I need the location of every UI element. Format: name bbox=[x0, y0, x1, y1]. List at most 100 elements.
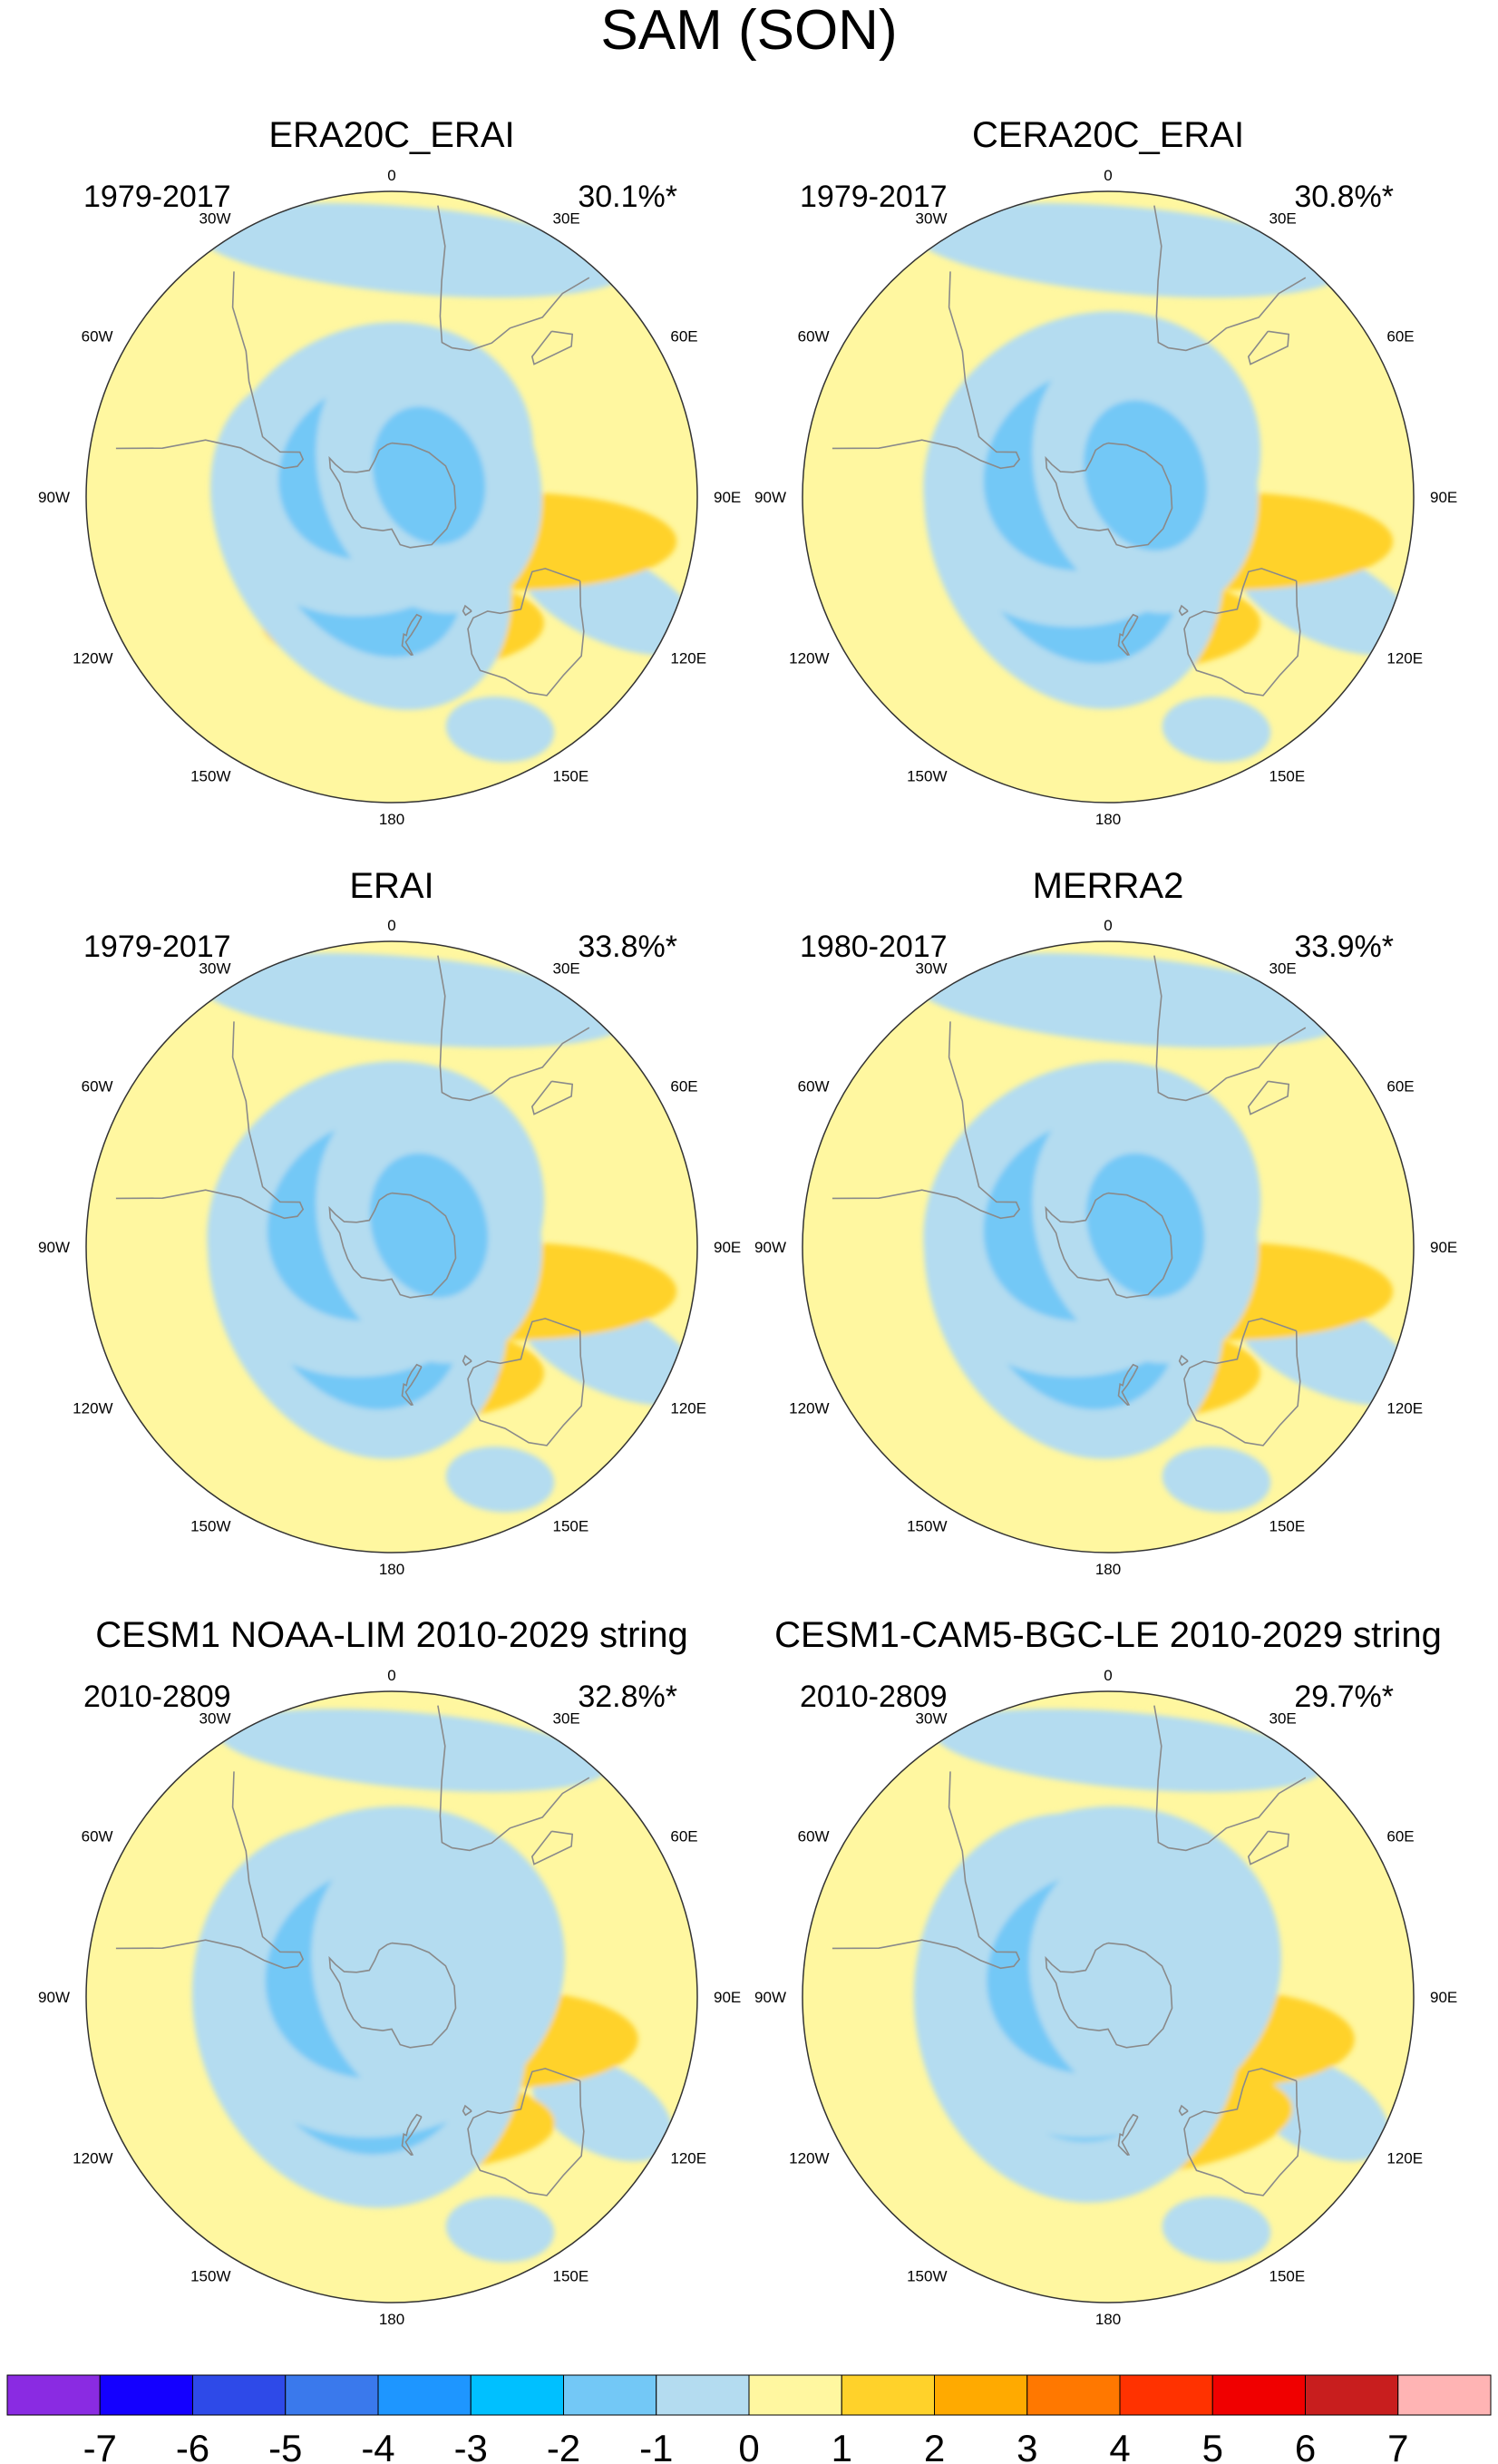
longitude-label: 150E bbox=[553, 767, 589, 784]
longitude-label: 150W bbox=[907, 767, 947, 784]
longitude-label: 60W bbox=[82, 1828, 113, 1846]
colorbar-label: 3 bbox=[1016, 2427, 1037, 2464]
colorbar-label: 4 bbox=[1109, 2427, 1130, 2464]
coastline-newzealand bbox=[401, 2113, 423, 2156]
coastline-antarctica bbox=[1045, 1942, 1173, 2049]
colorbar-label: 0 bbox=[738, 2427, 759, 2464]
coastline-samerica bbox=[832, 1771, 1021, 1970]
map-boundary bbox=[85, 940, 698, 1553]
coastline-australia bbox=[1183, 1318, 1301, 1446]
longitude-label: 150E bbox=[1269, 767, 1306, 784]
longitude-label: 90E bbox=[714, 1989, 741, 2006]
longitude-label: 30E bbox=[553, 210, 580, 228]
weak-negative-contour bbox=[218, 1709, 608, 1792]
coastline-australia bbox=[467, 568, 585, 696]
longitude-label: 150W bbox=[190, 767, 230, 784]
coastline-newzealand bbox=[1117, 1363, 1139, 1406]
longitude-label: 30E bbox=[1269, 210, 1297, 228]
colorbar-swatch bbox=[377, 2374, 472, 2416]
longitude-label: 0 bbox=[387, 917, 395, 934]
coastline-tasmania bbox=[1178, 2104, 1189, 2117]
anomaly-field bbox=[913, 1709, 1389, 2263]
weak-negative-contour bbox=[197, 203, 630, 298]
coastline-tasmania bbox=[1178, 604, 1189, 617]
colorbar-swatch bbox=[6, 2374, 101, 2416]
coastline-newzealand bbox=[1117, 2113, 1139, 2156]
map-panel-4: MERRA2 1980-2017 33.9%* 0 30E 60E 90E 120E 150E 1… bbox=[754, 866, 1457, 1578]
negative-contour bbox=[1028, 1850, 1252, 2107]
coastline-madagascar bbox=[530, 1080, 574, 1115]
negative-contour bbox=[1084, 400, 1207, 551]
coastline-africa bbox=[437, 955, 590, 1102]
longitude-label: 90E bbox=[714, 1239, 741, 1256]
coastline-africa bbox=[1153, 1705, 1307, 1852]
colorbar-swatch bbox=[748, 2374, 842, 2416]
longitude-label: 150E bbox=[1269, 2267, 1306, 2284]
colorbar-swatch bbox=[934, 2374, 1028, 2416]
map-boundary bbox=[85, 190, 698, 803]
longitude-label: 180 bbox=[1095, 1561, 1121, 1578]
colorbar-label: -3 bbox=[454, 2427, 488, 2464]
longitude-label: 60E bbox=[670, 1078, 697, 1096]
longitude-label: 90W bbox=[38, 1989, 70, 2006]
coastline-madagascar bbox=[1247, 1830, 1290, 1865]
longitude-label: 90E bbox=[1430, 1239, 1457, 1256]
longitude-label: 180 bbox=[379, 1561, 404, 1578]
longitude-label: 30W bbox=[199, 210, 231, 228]
longitude-label: 150W bbox=[190, 2267, 230, 2284]
panel-period: 2010-2809 bbox=[800, 1680, 948, 1714]
longitude-label: 30W bbox=[199, 1710, 231, 1728]
longitude-label: 120W bbox=[789, 650, 829, 667]
panel-variance: 33.8%* bbox=[578, 930, 677, 964]
longitude-label: 0 bbox=[387, 1667, 395, 1684]
longitude-label: 0 bbox=[387, 167, 395, 184]
panel-title: CERA20C_ERAI bbox=[972, 115, 1244, 155]
colorbar-label: -4 bbox=[361, 2427, 394, 2464]
longitude-label: 30E bbox=[553, 960, 580, 978]
coastline-samerica bbox=[832, 1021, 1021, 1220]
longitude-label: 60E bbox=[1386, 1078, 1414, 1096]
anomaly-field bbox=[913, 203, 1414, 763]
longitude-label: 180 bbox=[1095, 2311, 1121, 2328]
coastline-australia bbox=[1183, 2068, 1301, 2196]
coastline-antarctica bbox=[328, 1192, 457, 1299]
coastline-newzealand bbox=[401, 1363, 423, 1406]
longitude-label: 120E bbox=[1386, 2150, 1423, 2167]
colorbar-label: -2 bbox=[547, 2427, 580, 2464]
coastline-newzealand bbox=[401, 613, 423, 656]
weak-negative-contour bbox=[197, 953, 630, 1048]
weak-negative-contour bbox=[1162, 2196, 1271, 2263]
negative-contour bbox=[311, 1840, 538, 2117]
longitude-label: 150E bbox=[553, 1517, 589, 1534]
longitude-label: 60E bbox=[1386, 1828, 1414, 1846]
negative-contour bbox=[1085, 1153, 1205, 1298]
longitude-label: 30W bbox=[916, 1710, 948, 1728]
colorbar-swatch bbox=[656, 2374, 750, 2416]
anomaly-field bbox=[197, 203, 697, 763]
longitude-label: 90W bbox=[754, 1989, 786, 2006]
colorbar-label: 7 bbox=[1387, 2427, 1408, 2464]
colorbar-swatch bbox=[285, 2374, 379, 2416]
coastlines bbox=[115, 205, 590, 696]
map-panel-2: CERA20C_ERAI 1979-2017 30.8%* 0 30E 60E 90E 120… bbox=[754, 115, 1457, 828]
longitude-label: 90W bbox=[754, 1239, 786, 1256]
longitude-label: 30W bbox=[916, 960, 948, 978]
longitude-label: 120E bbox=[670, 2150, 706, 2167]
longitude-label: 120E bbox=[1386, 1400, 1423, 1417]
colorbar-swatch bbox=[1305, 2374, 1399, 2416]
colorbar-swatch bbox=[563, 2374, 657, 2416]
longitude-label: 60W bbox=[798, 1828, 830, 1846]
coastline-madagascar bbox=[530, 330, 574, 365]
longitude-label: 120W bbox=[73, 2150, 112, 2167]
weak-negative-contour bbox=[1162, 696, 1271, 763]
longitude-label: 150E bbox=[553, 2267, 589, 2284]
colorbar: -7 -6 -5 -4 -3 -2 -1 0 1 2 3 4 5 6 7 bbox=[6, 2374, 1492, 2464]
coastlines bbox=[115, 955, 590, 1446]
panel-title: ERA20C_ERAI bbox=[268, 115, 514, 155]
longitude-label: 60E bbox=[670, 328, 697, 346]
map-boundary bbox=[802, 190, 1415, 803]
longitude-label: 30E bbox=[1269, 1710, 1297, 1728]
panel-period: 2010-2809 bbox=[83, 1680, 231, 1714]
coastline-australia bbox=[467, 1318, 585, 1446]
